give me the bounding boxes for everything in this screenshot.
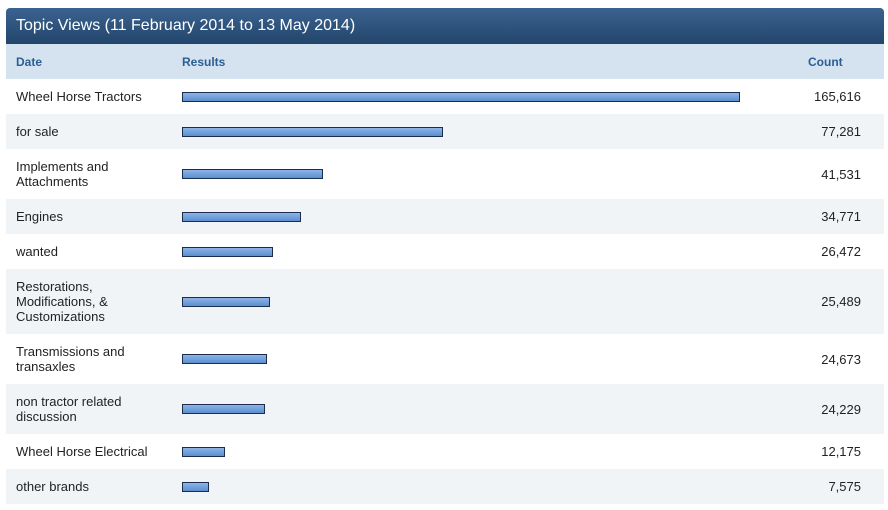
rows: Wheel Horse Tractors 165,616 for sale 77,28…: [6, 79, 884, 504]
header-row: Date Results Count: [6, 44, 884, 79]
label-cell: Transmissions and transaxles: [6, 334, 182, 384]
topic-label: non tractor related discussion: [16, 394, 122, 424]
label-cell: wanted: [6, 234, 182, 269]
bar-cell: [182, 79, 784, 114]
row: Restorations, Modifications, & Customiza…: [6, 269, 884, 334]
label-cell: Engines: [6, 199, 182, 234]
results-table: Date Results Count Wheel Horse Tractors 1…: [6, 44, 884, 504]
count: 26,472: [784, 234, 884, 269]
count: 41,531: [784, 149, 884, 199]
bar-cell: [182, 114, 784, 149]
row: Wheel Horse Electrical 12,175: [6, 434, 884, 469]
row: wanted 26,472: [6, 234, 884, 269]
topic-label: for sale: [16, 124, 59, 139]
bar-cell: [182, 149, 784, 199]
label-cell: Implements and Attachments: [6, 149, 182, 199]
row: Wheel Horse Tractors 165,616: [6, 79, 884, 114]
row: Implements and Attachments 41,531: [6, 149, 884, 199]
count: 77,281: [784, 114, 884, 149]
panel: Topic Views (11 February 2014 to 13 May …: [6, 8, 884, 504]
row: for sale 77,281: [6, 114, 884, 149]
header: Count: [784, 44, 884, 79]
label-cell: Wheel Horse Electrical: [6, 434, 182, 469]
topic-label: Wheel Horse Electrical: [16, 444, 148, 459]
label-cell: other brands: [6, 469, 182, 504]
bar: [182, 296, 270, 307]
row: Transmissions and transaxles 24,673: [6, 334, 884, 384]
topic-label: Transmissions and transaxles: [16, 344, 125, 374]
panel-title: Topic Views (11 February 2014 to 13 May …: [6, 8, 884, 44]
count: 25,489: [784, 269, 884, 334]
count: 165,616: [784, 79, 884, 114]
bar-cell: [182, 234, 784, 269]
label-cell: for sale: [6, 114, 182, 149]
row: non tractor related discussion 24,229: [6, 384, 884, 434]
header: Results: [182, 44, 784, 79]
bar: [182, 246, 273, 257]
bar: [182, 404, 266, 414]
count: 24,229: [784, 384, 884, 434]
bar-cell: [182, 384, 784, 434]
bar: [182, 126, 444, 137]
label-cell: non tractor related discussion: [6, 384, 182, 434]
bar: [182, 211, 301, 222]
topic-label: Wheel Horse Tractors: [16, 89, 142, 104]
header: Date: [6, 44, 182, 79]
bar-cell: [182, 334, 784, 384]
topic-label: Restorations, Modifications, & Customiza…: [16, 279, 108, 324]
row: other brands 7,575: [6, 469, 884, 504]
bar-cell: [182, 199, 784, 234]
bar: [182, 446, 225, 457]
label-cell: Wheel Horse Tractors: [6, 79, 182, 114]
bar: [182, 91, 740, 102]
count: 12,175: [784, 434, 884, 469]
bar: [182, 481, 210, 492]
label-cell: Restorations, Modifications, & Customiza…: [6, 269, 182, 334]
topic-label: Implements and Attachments: [16, 159, 109, 189]
topic-label: other brands: [16, 479, 89, 494]
topic-label: wanted: [16, 244, 58, 259]
count: 7,575: [784, 469, 884, 504]
count: 24,673: [784, 334, 884, 384]
topic-label: Engines: [16, 209, 63, 224]
bar-cell: [182, 269, 784, 334]
bar: [182, 354, 267, 364]
bar-cell: [182, 434, 784, 469]
bar-cell: [182, 469, 784, 504]
bar: [182, 169, 324, 179]
count: 34,771: [784, 199, 884, 234]
row: Engines 34,771: [6, 199, 884, 234]
